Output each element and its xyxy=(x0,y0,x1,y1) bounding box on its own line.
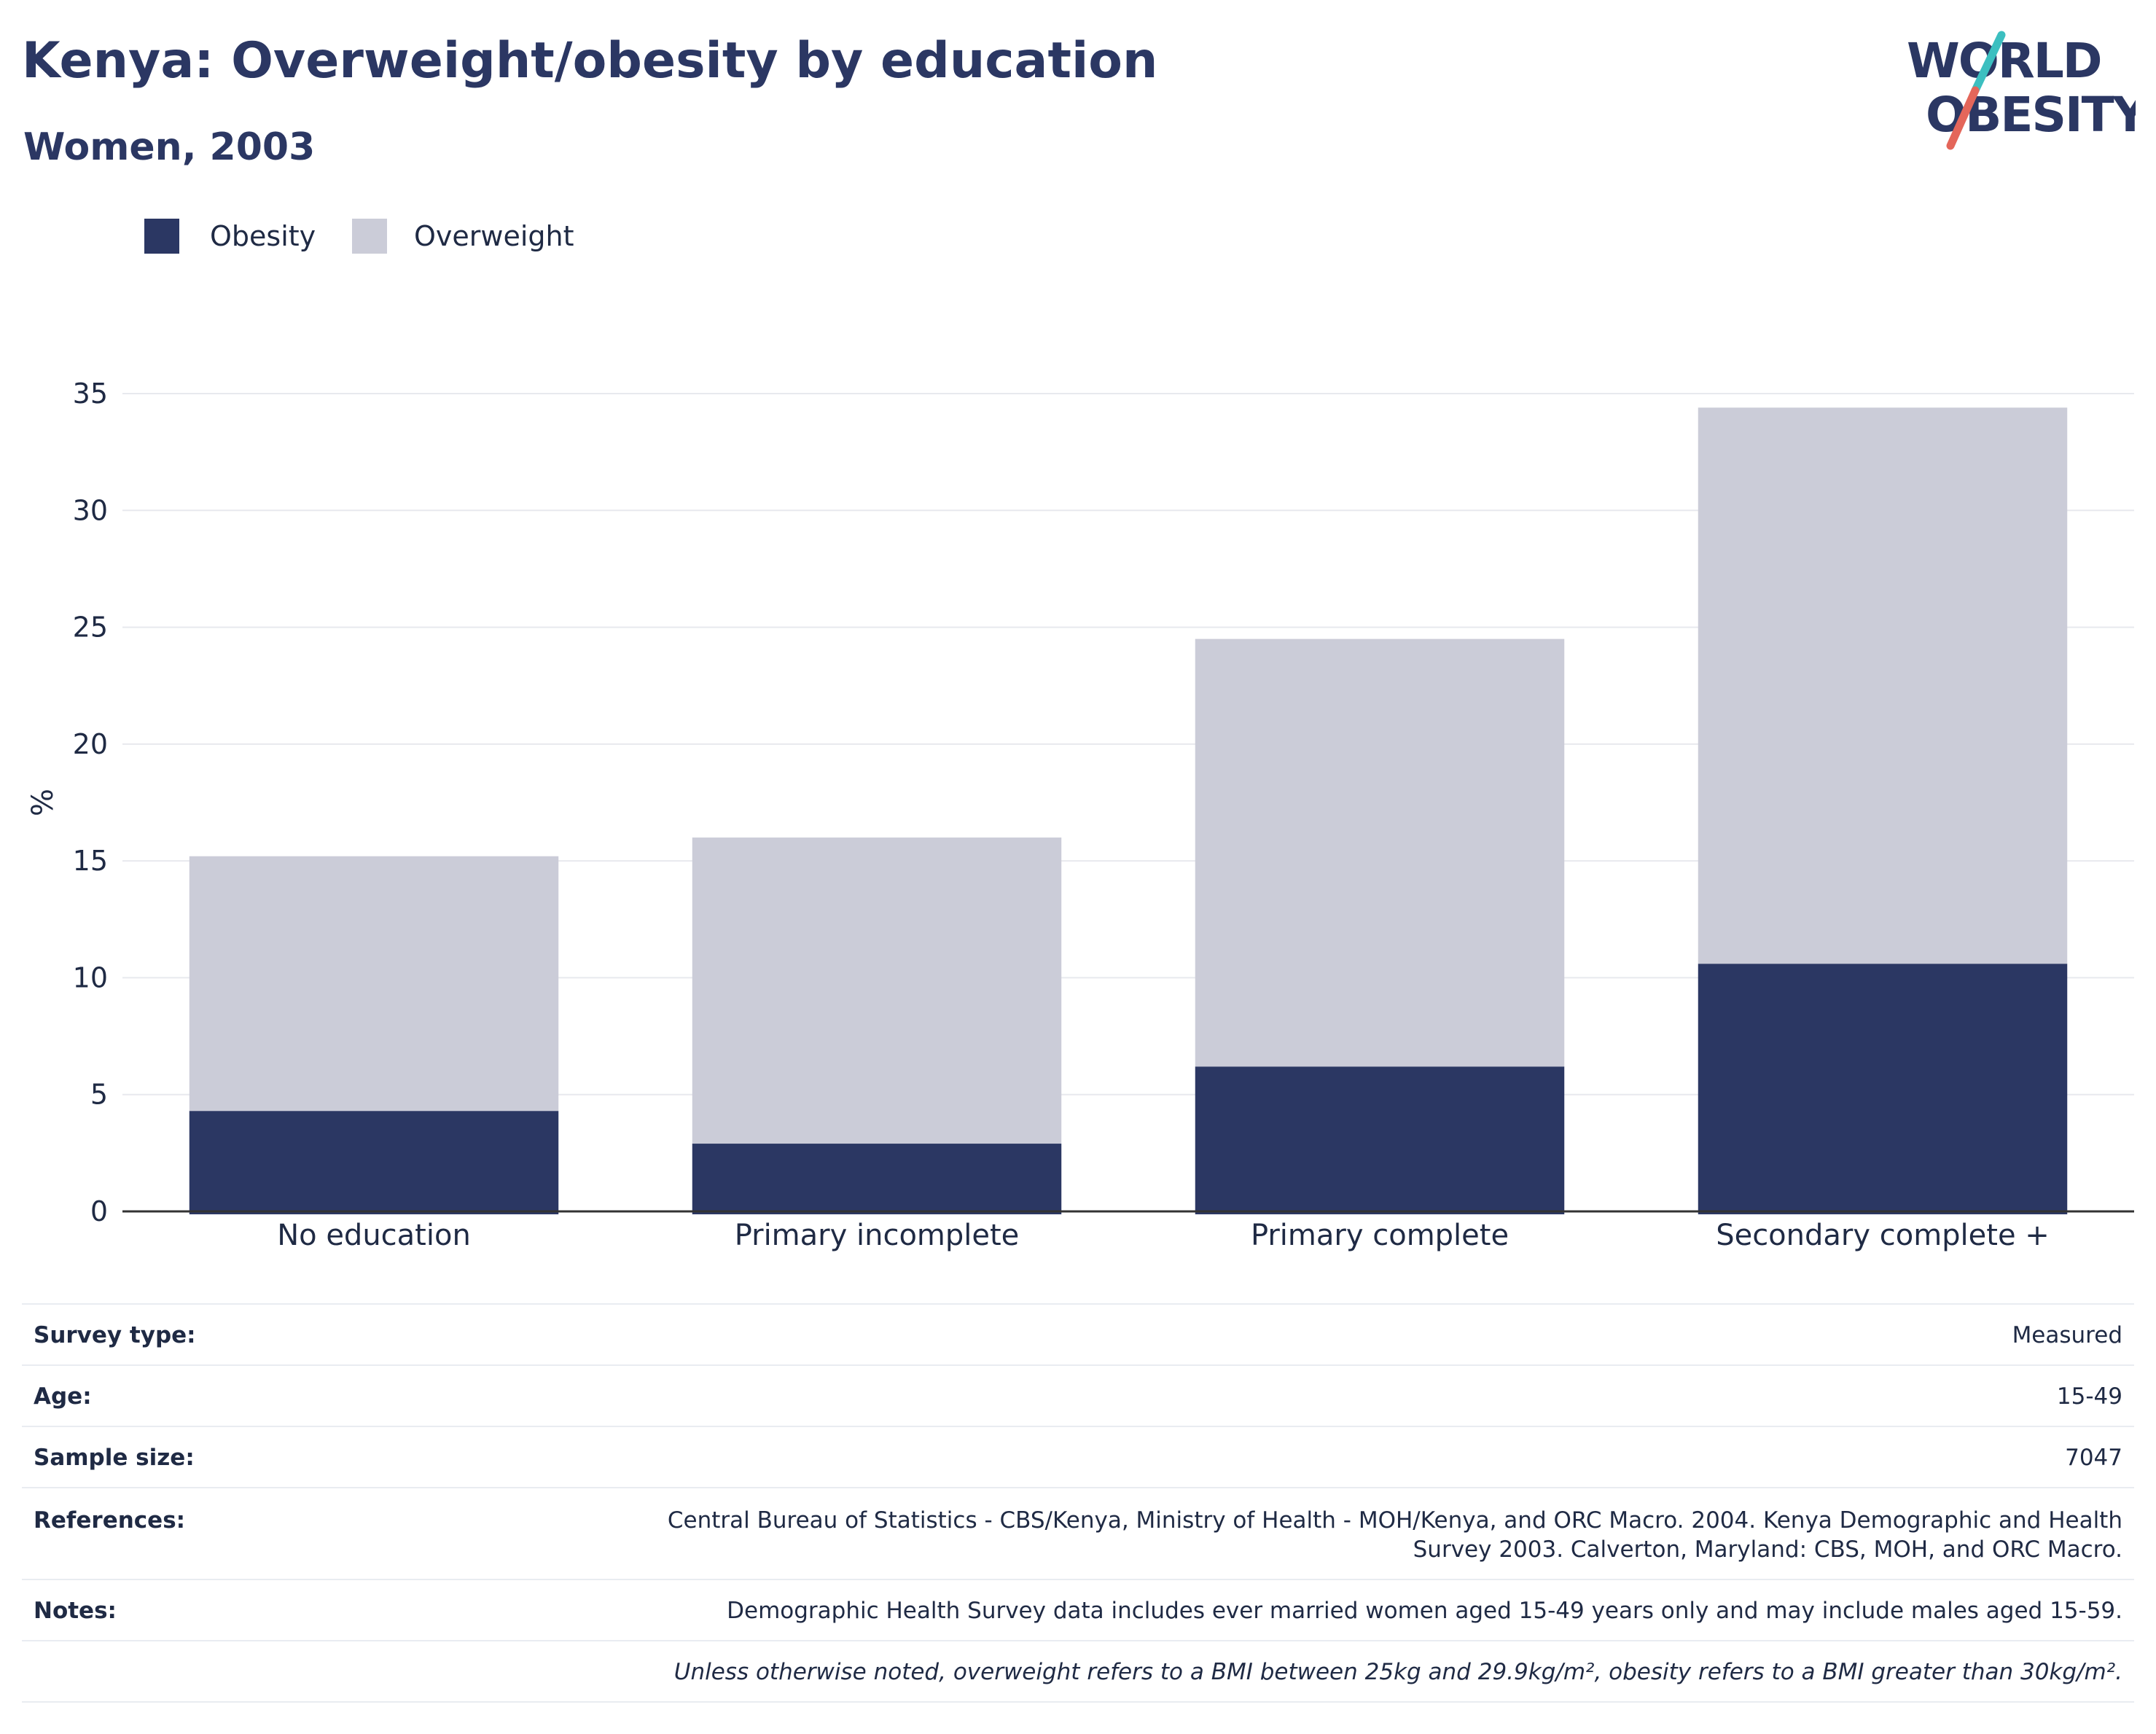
bar-overweight-4 xyxy=(1698,407,2068,964)
info-label: Age: xyxy=(34,1383,92,1410)
logo-slash-bottom xyxy=(1946,86,1980,150)
bar-obesity-3 xyxy=(1195,1066,1565,1214)
footnote: Unless otherwise noted, overweight refer… xyxy=(673,1659,2122,1685)
bar-overweight-3 xyxy=(1195,638,1565,1067)
info-value: Demographic Health Survey data includes … xyxy=(727,1598,2122,1624)
y-tick-label: 20 xyxy=(73,728,108,760)
stacked-bar-chart: 0 5 10 15 20 25 30 35% No education Primary incom… xyxy=(26,378,2134,1252)
legend-label-obesity: Obesity xyxy=(210,220,316,252)
chart-title: Kenya: Overweight/obesity by education xyxy=(22,32,1158,90)
info-label: Sample size: xyxy=(34,1445,195,1471)
logo-line1: WORLD xyxy=(1907,33,2101,89)
chart-subtitle: Women, 2003 xyxy=(23,125,316,169)
y-tick-label: 5 xyxy=(90,1079,108,1111)
info-value-references: Central Bureau of Statistics - CBS/Kenya… xyxy=(668,1507,2122,1563)
y-tick-label: 0 xyxy=(90,1195,108,1227)
world-obesity-logo: WORLD OBESITY xyxy=(1907,31,2136,150)
legend-swatch-obesity xyxy=(144,219,179,254)
info-value: Measured xyxy=(2012,1322,2122,1348)
legend-swatch-overweight xyxy=(352,219,387,254)
info-label: Survey type: xyxy=(34,1322,196,1348)
info-row-age: Age: 15-49 xyxy=(22,1364,2134,1426)
y-tick-label: 30 xyxy=(73,494,108,526)
info-table: Survey type: Measured Age: 15-49 Sample … xyxy=(22,1303,2134,1703)
info-label: References: xyxy=(34,1507,186,1534)
x-tick-label: Primary complete xyxy=(1251,1219,1509,1252)
y-tick-label: 15 xyxy=(73,845,108,877)
references-line-2: Survey 2003. Calverton, Maryland: CBS, M… xyxy=(1413,1536,2122,1563)
info-row-notes: Notes: Demographic Health Survey data in… xyxy=(22,1579,2134,1640)
x-tick-label: Secondary complete + xyxy=(1716,1219,2050,1252)
y-tick-label: 25 xyxy=(73,612,108,644)
info-row-references: References: Central Bureau of Statistics… xyxy=(22,1487,2134,1579)
y-tick-label: 10 xyxy=(73,961,108,993)
bar-overweight-2 xyxy=(692,837,1062,1144)
info-label: Notes: xyxy=(34,1598,117,1624)
info-row-sample-size: Sample size: 7047 xyxy=(22,1426,2134,1487)
bar-overweight-1 xyxy=(189,856,559,1112)
legend-label-overweight: Overweight xyxy=(414,220,574,252)
bar-obesity-1 xyxy=(189,1111,559,1214)
bar-obesity-2 xyxy=(692,1144,1062,1214)
info-row-survey-type: Survey type: Measured xyxy=(22,1303,2134,1364)
info-value: 15-49 xyxy=(2056,1383,2122,1410)
x-tick-label: No education xyxy=(277,1219,471,1252)
bar-obesity-4 xyxy=(1698,964,2068,1214)
info-value: 7047 xyxy=(2065,1445,2122,1471)
x-tick-label: Primary incomplete xyxy=(735,1219,1020,1252)
y-tick-label: 35 xyxy=(73,378,108,410)
logo-slash-top xyxy=(1971,31,2006,95)
references-line-1: Central Bureau of Statistics - CBS/Kenya… xyxy=(667,1507,2122,1534)
y-axis-label: % xyxy=(26,789,60,816)
info-row-footnote: Unless otherwise noted, overweight refer… xyxy=(22,1640,2134,1703)
